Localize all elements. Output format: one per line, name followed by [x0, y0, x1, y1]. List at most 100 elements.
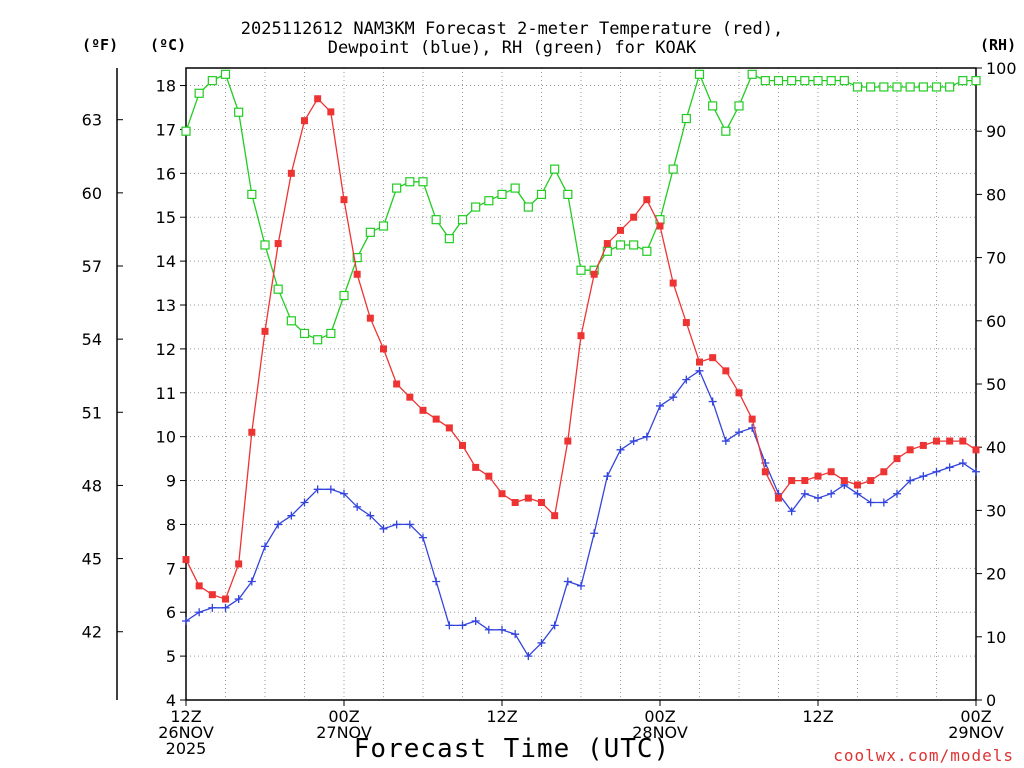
- rh-point: [273, 284, 283, 294]
- rh-point: [510, 183, 520, 193]
- dewpoint-point: [550, 621, 559, 630]
- temperature-point: [274, 240, 282, 248]
- dewpoint-point: [524, 652, 533, 661]
- rh-point: [629, 240, 639, 250]
- rh-point: [326, 328, 336, 339]
- rh-point: [497, 189, 507, 199]
- dewpoint-point: [445, 621, 454, 630]
- temperature-point: [801, 477, 809, 485]
- rh-point: [892, 82, 902, 92]
- temperature-point: [735, 389, 743, 397]
- rh-point: [734, 101, 744, 111]
- rh-point: [378, 221, 389, 231]
- celsius-tick-label: 16: [156, 164, 176, 183]
- temperature-point: [314, 95, 322, 103]
- rh-point: [431, 215, 441, 225]
- temperature-point: [906, 446, 914, 454]
- rh-point: [760, 76, 770, 86]
- rh-point: [721, 126, 731, 136]
- celsius-tick-label: 13: [156, 296, 176, 315]
- rh-point: [563, 189, 573, 199]
- rh-point: [773, 76, 784, 86]
- dewpoint-point: [340, 489, 348, 498]
- dewpoint-point: [326, 485, 335, 494]
- dewpoint-point: [484, 625, 493, 634]
- rh-tick-label: 70: [986, 249, 1006, 268]
- rh-point: [220, 69, 231, 79]
- temperature-point: [854, 481, 861, 489]
- x-tick-label: 28NOV: [632, 723, 688, 742]
- celsius-tick-label: 11: [156, 384, 176, 403]
- dewpoint-point: [274, 520, 283, 529]
- dewpoint-point: [208, 603, 217, 612]
- dewpoint-point: [919, 472, 928, 481]
- temperature-point: [445, 424, 453, 432]
- temperature-point: [656, 222, 664, 230]
- rh-tick-label: 0: [986, 691, 996, 710]
- dewpoint-point: [405, 520, 414, 529]
- temperature-point: [538, 499, 545, 506]
- temperature-point: [340, 196, 348, 204]
- chart-title-line1: 2025112612 NAM3KM Forecast 2-meter Tempe…: [240, 19, 784, 39]
- temperature-point: [603, 240, 611, 248]
- temperature-point: [959, 437, 967, 445]
- temperature-point: [182, 556, 190, 564]
- dewpoint-point: [432, 577, 441, 586]
- temperature-point: [946, 437, 954, 445]
- dewpoint-point: [932, 467, 941, 476]
- rh-point: [484, 196, 494, 206]
- dewpoint-point: [537, 638, 546, 647]
- rh-tick-label: 90: [986, 122, 1006, 141]
- x-tick-label: 12Z: [486, 707, 517, 726]
- rh-point: [286, 316, 296, 326]
- rh-point: [839, 76, 849, 86]
- rh-point: [339, 290, 349, 301]
- dewpoint-point: [800, 489, 809, 498]
- dewpoint-point: [972, 467, 980, 476]
- dewpoint-point: [300, 498, 309, 507]
- dewpoint-point: [945, 463, 954, 472]
- dewpoint-point: [221, 603, 230, 612]
- rh-point: [708, 101, 718, 111]
- temperature-point: [630, 213, 638, 221]
- temperature-point: [919, 441, 927, 449]
- temperature-point: [827, 468, 835, 476]
- rh-tick-label: 60: [986, 312, 1006, 331]
- chart-title-line2: Dewpoint (blue), RH (green) for KOAK: [327, 38, 697, 58]
- rh-point: [576, 265, 586, 275]
- dewpoint-point: [616, 445, 625, 454]
- chart-axes: 4567891011121314151617184245485154576063…: [82, 59, 1017, 758]
- dewpoint-point: [906, 476, 915, 485]
- celsius-tick-label: 10: [156, 428, 176, 447]
- temperature-point: [327, 108, 335, 116]
- dewpoint-point: [629, 437, 638, 446]
- x-tick-label: 00Z: [328, 707, 359, 726]
- credit-link[interactable]: coolwx.com/models: [833, 746, 1014, 765]
- temperature-point: [696, 358, 703, 366]
- x-tick-label: 26NOV: [158, 723, 214, 742]
- fahrenheit-axis-unit: (ºF): [82, 36, 119, 54]
- dewpoint-point: [656, 401, 664, 410]
- x-tick-label: 12Z: [802, 707, 833, 726]
- rh-point: [971, 76, 981, 86]
- dewpoint-point: [695, 366, 704, 375]
- data-series: [181, 69, 981, 661]
- temperature-point: [261, 327, 269, 335]
- grid-lines: [186, 68, 976, 700]
- temperature-point: [775, 494, 782, 502]
- temperature-point: [366, 314, 374, 322]
- temperature-point: [933, 437, 940, 445]
- rh-point: [365, 227, 375, 237]
- temperature-point: [498, 490, 506, 498]
- dewpoint-point: [458, 621, 467, 630]
- celsius-tick-label: 18: [156, 77, 176, 96]
- rh-point: [681, 113, 691, 124]
- dewpoint-point: [814, 494, 822, 503]
- rh-tick-label: 30: [986, 501, 1006, 520]
- fahrenheit-tick-label: 51: [82, 403, 102, 422]
- temperature-point: [432, 415, 440, 423]
- rh-point: [207, 76, 217, 86]
- celsius-tick-label: 14: [156, 252, 176, 271]
- rh-point: [444, 234, 454, 244]
